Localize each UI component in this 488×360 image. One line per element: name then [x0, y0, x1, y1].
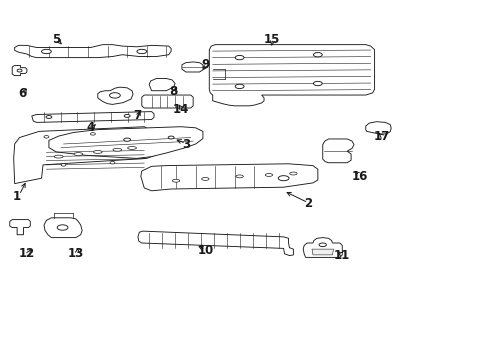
Text: 16: 16 [350, 170, 367, 183]
Polygon shape [182, 62, 203, 72]
Ellipse shape [313, 53, 322, 57]
Polygon shape [15, 45, 171, 58]
Text: 5: 5 [52, 33, 60, 46]
Text: 13: 13 [67, 247, 84, 260]
Polygon shape [311, 249, 333, 255]
Ellipse shape [93, 150, 102, 153]
Text: 9: 9 [201, 58, 209, 71]
Text: 15: 15 [263, 33, 279, 46]
Ellipse shape [17, 69, 22, 72]
Text: 6: 6 [18, 87, 26, 100]
Ellipse shape [61, 163, 66, 166]
Ellipse shape [41, 49, 51, 54]
Text: 10: 10 [197, 244, 213, 257]
Ellipse shape [57, 225, 68, 230]
Ellipse shape [127, 147, 136, 149]
Ellipse shape [172, 179, 180, 182]
Polygon shape [209, 45, 374, 106]
Polygon shape [10, 220, 30, 235]
Text: 7: 7 [133, 109, 141, 122]
Polygon shape [365, 122, 390, 134]
Polygon shape [32, 112, 154, 122]
Text: 8: 8 [169, 85, 177, 98]
Ellipse shape [90, 132, 95, 135]
Ellipse shape [278, 176, 288, 181]
Text: 1: 1 [13, 190, 21, 203]
Polygon shape [98, 87, 133, 104]
Ellipse shape [235, 55, 244, 60]
Ellipse shape [110, 161, 115, 164]
Ellipse shape [289, 172, 297, 175]
Text: 12: 12 [19, 247, 35, 260]
Polygon shape [322, 139, 353, 163]
Ellipse shape [109, 93, 120, 98]
Text: 4: 4 [86, 121, 94, 134]
Ellipse shape [235, 175, 243, 178]
Polygon shape [12, 66, 27, 76]
Ellipse shape [74, 153, 82, 156]
Text: 3: 3 [182, 138, 189, 150]
Polygon shape [141, 164, 317, 191]
Polygon shape [44, 218, 82, 238]
Polygon shape [303, 238, 342, 257]
Polygon shape [138, 231, 293, 256]
Ellipse shape [318, 243, 326, 247]
Ellipse shape [264, 174, 272, 176]
Ellipse shape [44, 136, 49, 138]
Ellipse shape [46, 116, 52, 118]
Ellipse shape [137, 49, 146, 54]
Ellipse shape [54, 155, 63, 158]
Polygon shape [49, 127, 203, 158]
Text: 17: 17 [372, 130, 389, 143]
Ellipse shape [313, 81, 322, 86]
Text: 11: 11 [333, 249, 350, 262]
Ellipse shape [168, 136, 174, 139]
Polygon shape [142, 95, 193, 108]
Ellipse shape [113, 148, 122, 151]
Text: 2: 2 [304, 197, 311, 210]
Polygon shape [149, 78, 175, 91]
Text: 14: 14 [172, 103, 189, 116]
Ellipse shape [124, 114, 130, 117]
Ellipse shape [235, 84, 244, 89]
Ellipse shape [123, 138, 130, 141]
Polygon shape [14, 127, 157, 184]
Ellipse shape [201, 177, 208, 180]
